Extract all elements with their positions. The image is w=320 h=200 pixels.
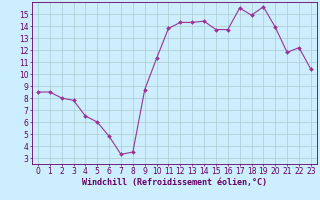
X-axis label: Windchill (Refroidissement éolien,°C): Windchill (Refroidissement éolien,°C) — [82, 178, 267, 187]
